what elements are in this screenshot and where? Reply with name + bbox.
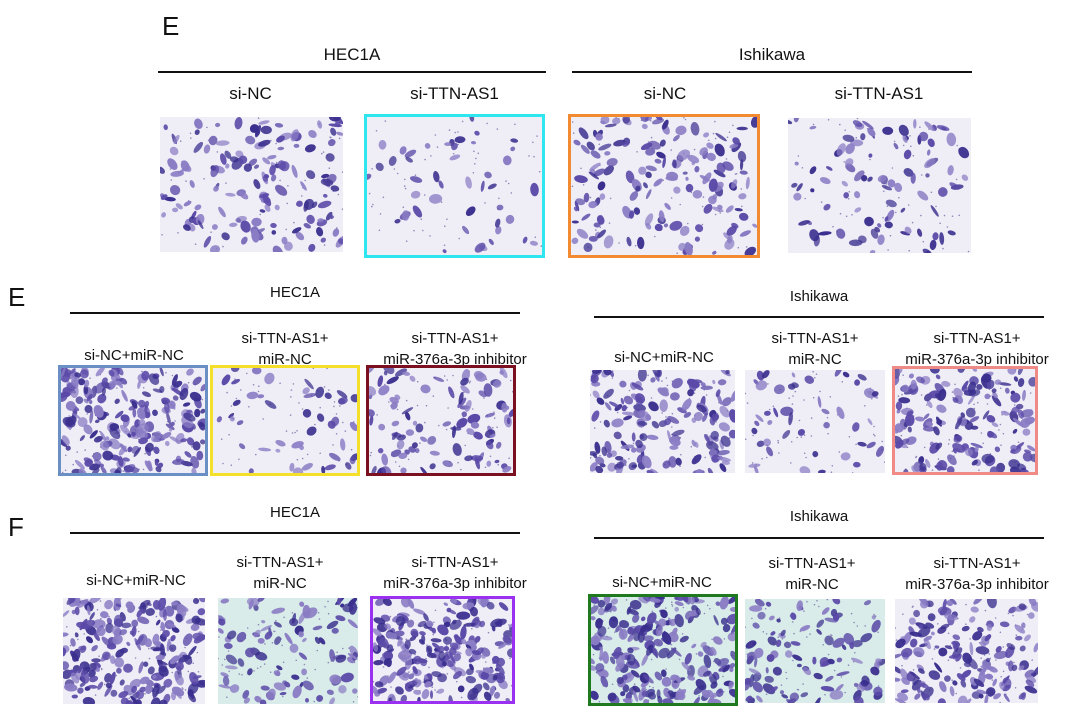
condition-label: si-TTN-AS1+ miR-NC xyxy=(241,330,329,368)
condition-label: si-TTN-AS1+ miR-NC xyxy=(771,330,859,368)
group-title-ishikawa: Ishikawa xyxy=(738,45,806,64)
micrograph-image xyxy=(160,117,343,252)
micrograph-image xyxy=(218,598,358,704)
micrograph-image xyxy=(364,114,545,258)
micrograph-image xyxy=(745,370,885,473)
micrograph-image xyxy=(370,596,515,704)
group-title-ishikawa: Ishikawa xyxy=(789,288,849,305)
condition-label: si-NC+miR-NC xyxy=(86,572,186,589)
condition-label: si-NC+miR-NC xyxy=(84,347,184,364)
micrograph-image xyxy=(788,118,971,253)
micrograph-image xyxy=(590,370,735,473)
group-title-hec1a: HEC1A xyxy=(323,45,381,64)
group-divider xyxy=(70,532,520,534)
micrograph-image xyxy=(63,598,205,704)
micrograph-image xyxy=(745,599,885,703)
micrograph-image xyxy=(588,594,738,706)
condition-label: si-TTN-AS1+ miR-376a-3p inhibitor xyxy=(905,330,1049,368)
micrograph-image xyxy=(58,365,208,476)
condition-label: si-TTN-AS1+ miR-NC xyxy=(236,554,324,592)
condition-label: si-NC xyxy=(229,84,272,103)
panel-letter: E xyxy=(162,11,180,41)
group-title-hec1a: HEC1A xyxy=(269,504,321,521)
group-divider xyxy=(594,316,1044,318)
condition-label: si-TTN-AS1+ miR-376a-3p inhibitor xyxy=(383,554,527,592)
group-divider xyxy=(572,71,972,73)
condition-label: si-TTN-AS1 xyxy=(410,84,499,103)
micrograph-image xyxy=(568,114,760,258)
micrograph-image xyxy=(895,599,1038,703)
condition-label: si-NC+miR-NC xyxy=(612,574,712,591)
condition-label: si-TTN-AS1 xyxy=(834,84,924,103)
micrograph-image xyxy=(892,366,1038,475)
group-divider xyxy=(70,312,520,314)
panel-letter: E xyxy=(8,282,26,312)
group-divider xyxy=(594,537,1044,539)
condition-label: si-TTN-AS1+ miR-376a-3p inhibitor xyxy=(905,555,1049,593)
group-divider xyxy=(158,71,546,73)
condition-label: si-TTN-AS1+ miR-376a-3p inhibitor xyxy=(383,330,527,368)
condition-label: si-NC xyxy=(643,84,687,103)
panel-letter: F xyxy=(8,512,24,542)
group-title-hec1a: HEC1A xyxy=(269,284,321,301)
group-title-ishikawa: Ishikawa xyxy=(789,508,849,525)
condition-label: si-TTN-AS1+ miR-NC xyxy=(768,555,856,593)
condition-label: si-NC+miR-NC xyxy=(614,349,714,366)
micrograph-image xyxy=(210,365,360,476)
micrograph-image xyxy=(366,365,516,476)
